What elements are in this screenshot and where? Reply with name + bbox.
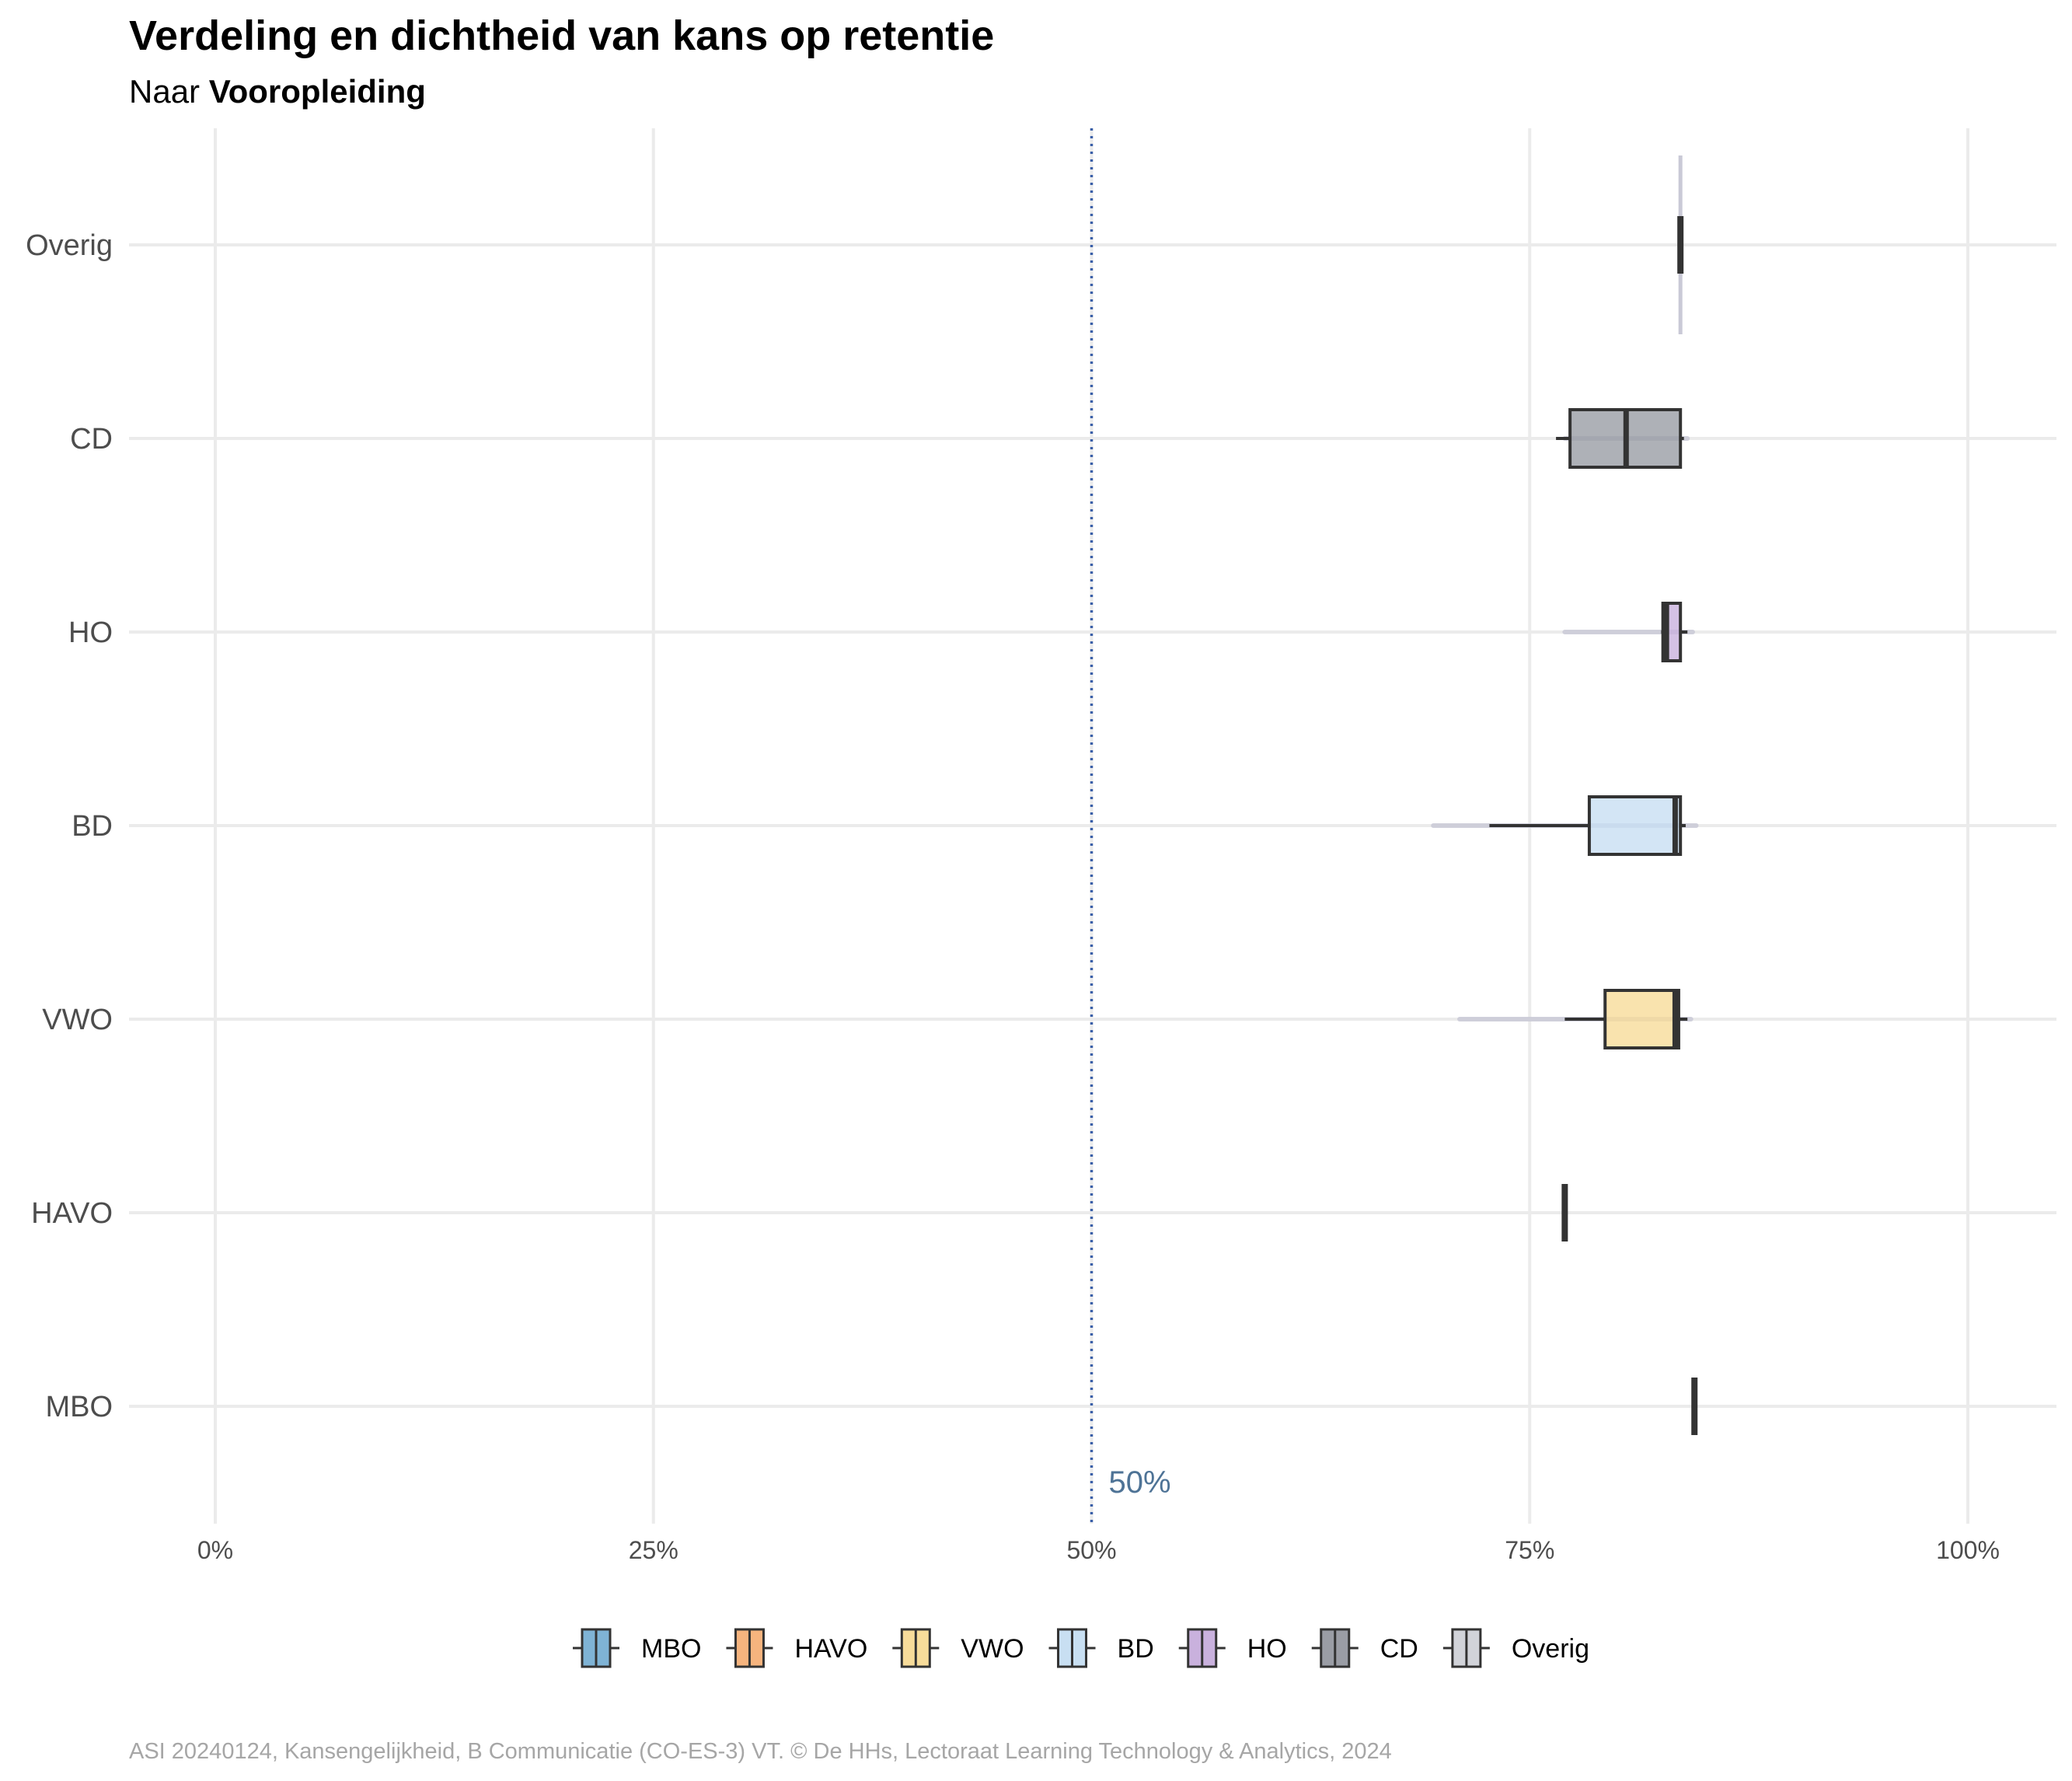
- x-tick-label: 100%: [1936, 1536, 2000, 1564]
- x-tick-label: 75%: [1505, 1536, 1554, 1564]
- y-tick-label: HO: [68, 616, 113, 649]
- legend-item-ho: HO: [1178, 1628, 1287, 1668]
- gridlines: [129, 128, 2056, 1524]
- legend-label: MBO: [641, 1634, 701, 1664]
- box-cd: [1556, 408, 1690, 469]
- legend-item-overig: Overig: [1442, 1628, 1589, 1668]
- box-iqr: [1587, 795, 1683, 856]
- box-plot-marks: [1431, 155, 1699, 1435]
- legend-label: Overig: [1512, 1634, 1589, 1664]
- y-tick-label: MBO: [45, 1391, 113, 1423]
- box-ho: [1562, 602, 1695, 662]
- legend-item-vwo: VWO: [892, 1628, 1024, 1668]
- box-bd: [1431, 795, 1699, 856]
- legend-label: VWO: [961, 1634, 1024, 1664]
- chart-subtitle: Naar Vooropleiding: [129, 73, 426, 110]
- x-axis-tick-labels: 0% 25% 50% 75% 100%: [197, 1536, 2000, 1564]
- legend-item-cd: CD: [1311, 1628, 1418, 1668]
- legend-item-havo: HAVO: [726, 1628, 867, 1668]
- y-tick-label: BD: [72, 810, 113, 843]
- x-tick-label: 50%: [1066, 1536, 1116, 1564]
- chart-caption: ASI 20240124, Kansengelijkheid, B Commun…: [129, 1739, 1392, 1764]
- x-tick-label: 0%: [197, 1536, 233, 1564]
- legend-label: HO: [1247, 1634, 1287, 1664]
- chart-subtitle-bold: Vooropleiding: [209, 73, 426, 110]
- box-iqr: [1603, 989, 1680, 1049]
- y-tick-label: HAVO: [31, 1197, 113, 1230]
- legend-label: CD: [1380, 1634, 1418, 1664]
- y-tick-label: Overig: [26, 229, 113, 262]
- reference-line-label: 50%: [1109, 1465, 1171, 1500]
- legend-label: HAVO: [794, 1634, 867, 1664]
- legend-item-mbo: MBO: [573, 1628, 701, 1668]
- x-tick-label: 25%: [629, 1536, 678, 1564]
- reference-line-group: 50%: [1090, 128, 1171, 1524]
- chart-title: Verdeling en dichtheid van kans op reten…: [129, 12, 994, 59]
- y-tick-label: VWO: [42, 1004, 113, 1036]
- y-tick-label: CD: [70, 423, 113, 456]
- legend-item-bd: BD: [1048, 1628, 1154, 1668]
- y-axis-tick-labels: Overig CD HO BD VWO HAVO MBO: [26, 229, 113, 1423]
- legend: MBO HAVO VWO BD HO CD Overig: [573, 1628, 1589, 1668]
- chart-subtitle-prefix: Naar: [129, 73, 209, 110]
- box-vwo: [1457, 989, 1694, 1049]
- legend-label: BD: [1118, 1634, 1154, 1664]
